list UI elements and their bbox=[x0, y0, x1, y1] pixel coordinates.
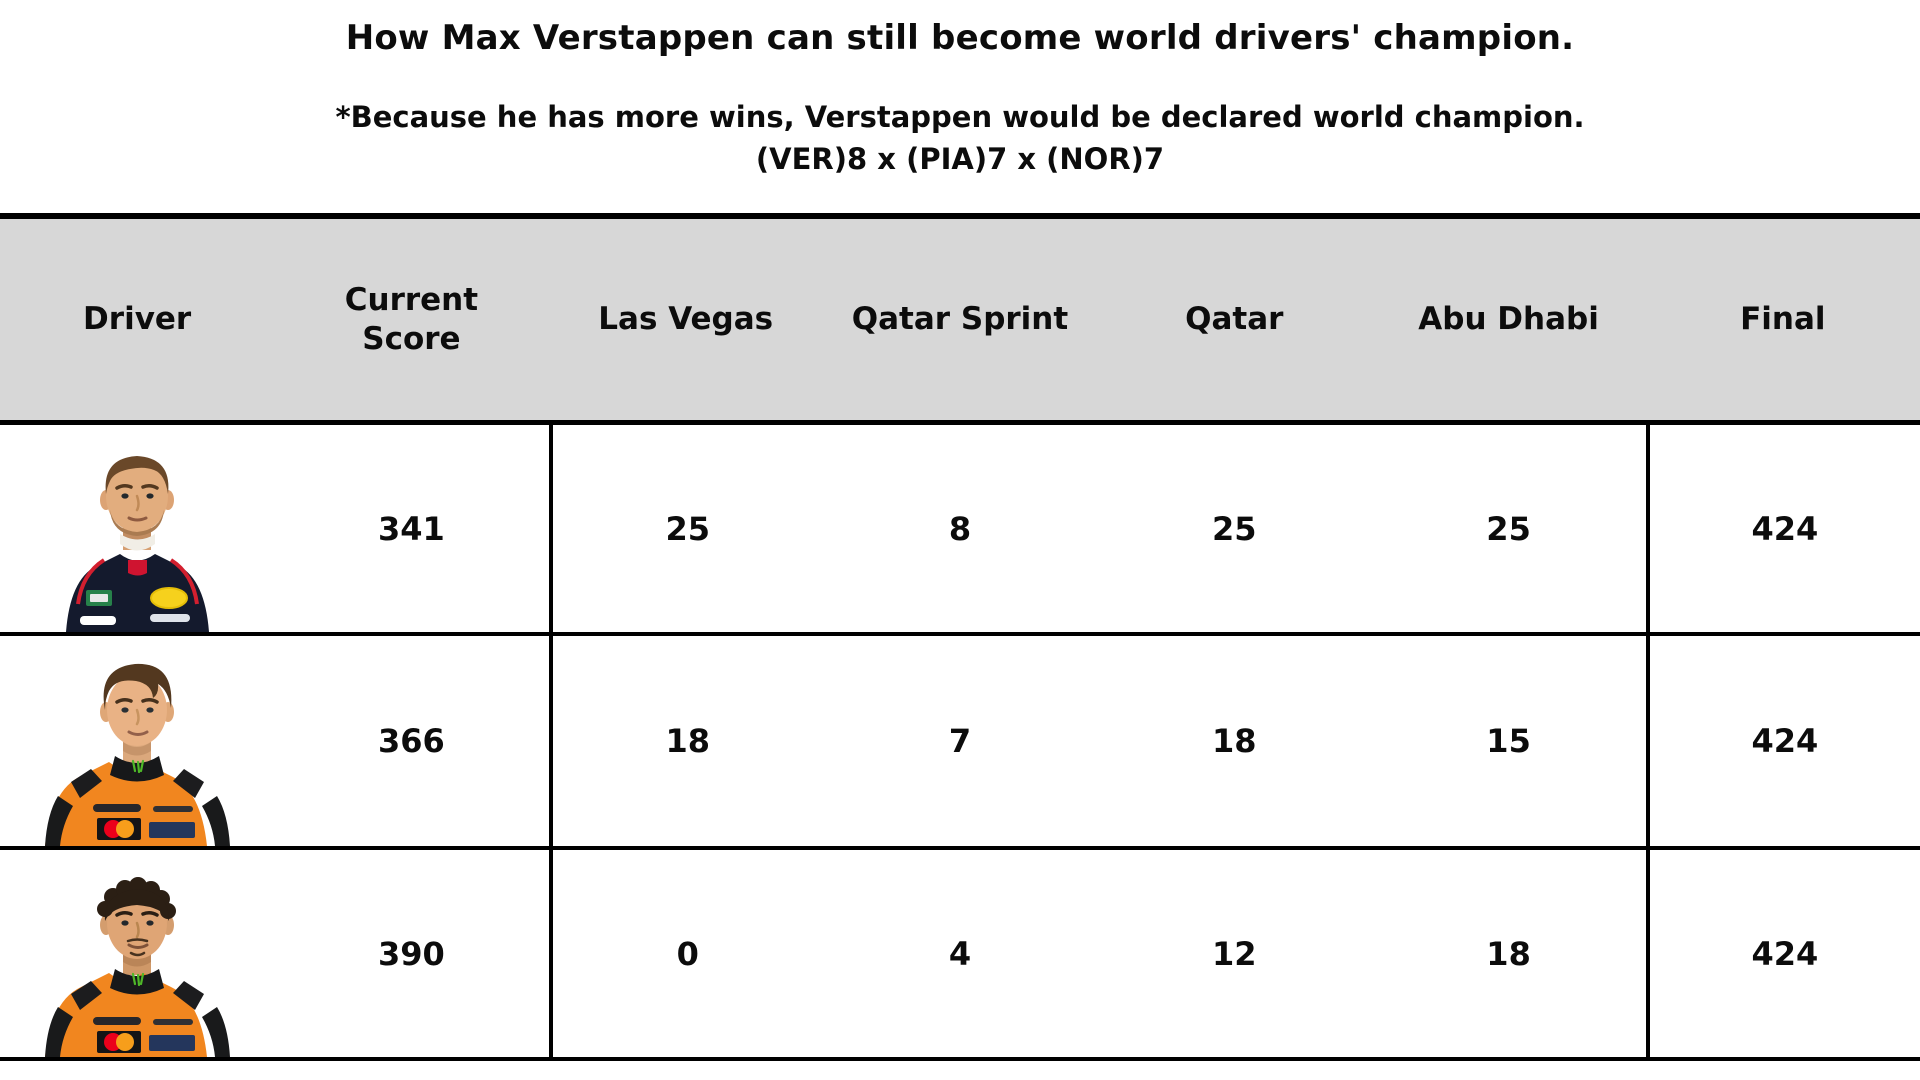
table-header-row: Driver Current Score Las Vegas Qatar Spr… bbox=[0, 219, 1920, 425]
cell-piastri-qatar-sprint: 7 bbox=[948, 722, 972, 760]
column-header-driver: Driver bbox=[0, 219, 274, 420]
cell-verstappen-final: 424 bbox=[1645, 425, 1920, 632]
cell-norris-qatar: 12 bbox=[1212, 934, 1257, 973]
column-header-current-score: Current Score bbox=[274, 219, 548, 420]
column-header-label: Qatar bbox=[1185, 301, 1284, 338]
cell-norris-las-vegas: 0 bbox=[548, 850, 823, 1057]
header-block: How Max Verstappen can still become worl… bbox=[0, 0, 1920, 213]
page-title: How Max Verstappen can still become worl… bbox=[345, 18, 1575, 58]
wins-formula: (VER)8 x (PIA)7 x (NOR)7 bbox=[755, 142, 1165, 177]
cell-piastri-qatar: 18 bbox=[1212, 722, 1257, 760]
cell-verstappen-las-vegas: 25 bbox=[548, 425, 823, 632]
norris-photo bbox=[44, 877, 230, 1057]
column-header-final: Final bbox=[1646, 219, 1920, 420]
cell-verstappen-qatar-sprint: 8 bbox=[948, 509, 972, 548]
column-header-abu-dhabi: Abu Dhabi bbox=[1371, 219, 1645, 420]
column-header-qatar-sprint: Qatar Sprint bbox=[823, 219, 1097, 420]
column-header-label: Qatar Sprint bbox=[851, 301, 1069, 338]
column-header-label: Abu Dhabi bbox=[1418, 301, 1599, 338]
column-header-label: Current Score bbox=[344, 281, 479, 357]
table-row-norris: 390 0 4 12 18 424 bbox=[0, 850, 1920, 1061]
table-row-piastri: 366 18 7 18 15 424 bbox=[0, 636, 1920, 850]
points-table: Driver Current Score Las Vegas Qatar Spr… bbox=[0, 213, 1920, 1061]
cell-norris-current-score: 390 bbox=[378, 934, 445, 973]
cell-verstappen-qatar: 25 bbox=[1212, 509, 1257, 548]
cell-verstappen-current-score: 341 bbox=[378, 509, 445, 548]
column-header-qatar: Qatar bbox=[1097, 219, 1371, 420]
page-subtitle: *Because he has more wins, Verstappen wo… bbox=[335, 100, 1585, 135]
cell-piastri-las-vegas: 18 bbox=[548, 636, 823, 846]
column-header-las-vegas: Las Vegas bbox=[549, 219, 823, 420]
piastri-photo bbox=[44, 663, 230, 846]
cell-norris-photo bbox=[0, 850, 274, 1057]
cell-verstappen-abu-dhabi: 25 bbox=[1486, 509, 1531, 548]
cell-verstappen-photo bbox=[0, 425, 274, 632]
cell-piastri-current-score: 366 bbox=[378, 722, 445, 760]
cell-norris-abu-dhabi: 18 bbox=[1486, 934, 1531, 973]
cell-piastri-final: 424 bbox=[1645, 636, 1920, 846]
verstappen-photo bbox=[65, 456, 209, 632]
table-row-verstappen: 341 25 8 25 25 424 bbox=[0, 425, 1920, 636]
column-header-label: Driver bbox=[83, 301, 192, 338]
cell-piastri-photo bbox=[0, 636, 274, 846]
column-header-label: Las Vegas bbox=[598, 301, 774, 338]
column-header-label: Final bbox=[1740, 301, 1826, 338]
cell-norris-final: 424 bbox=[1645, 850, 1920, 1057]
cell-norris-qatar-sprint: 4 bbox=[948, 934, 972, 973]
cell-piastri-abu-dhabi: 15 bbox=[1486, 722, 1531, 760]
